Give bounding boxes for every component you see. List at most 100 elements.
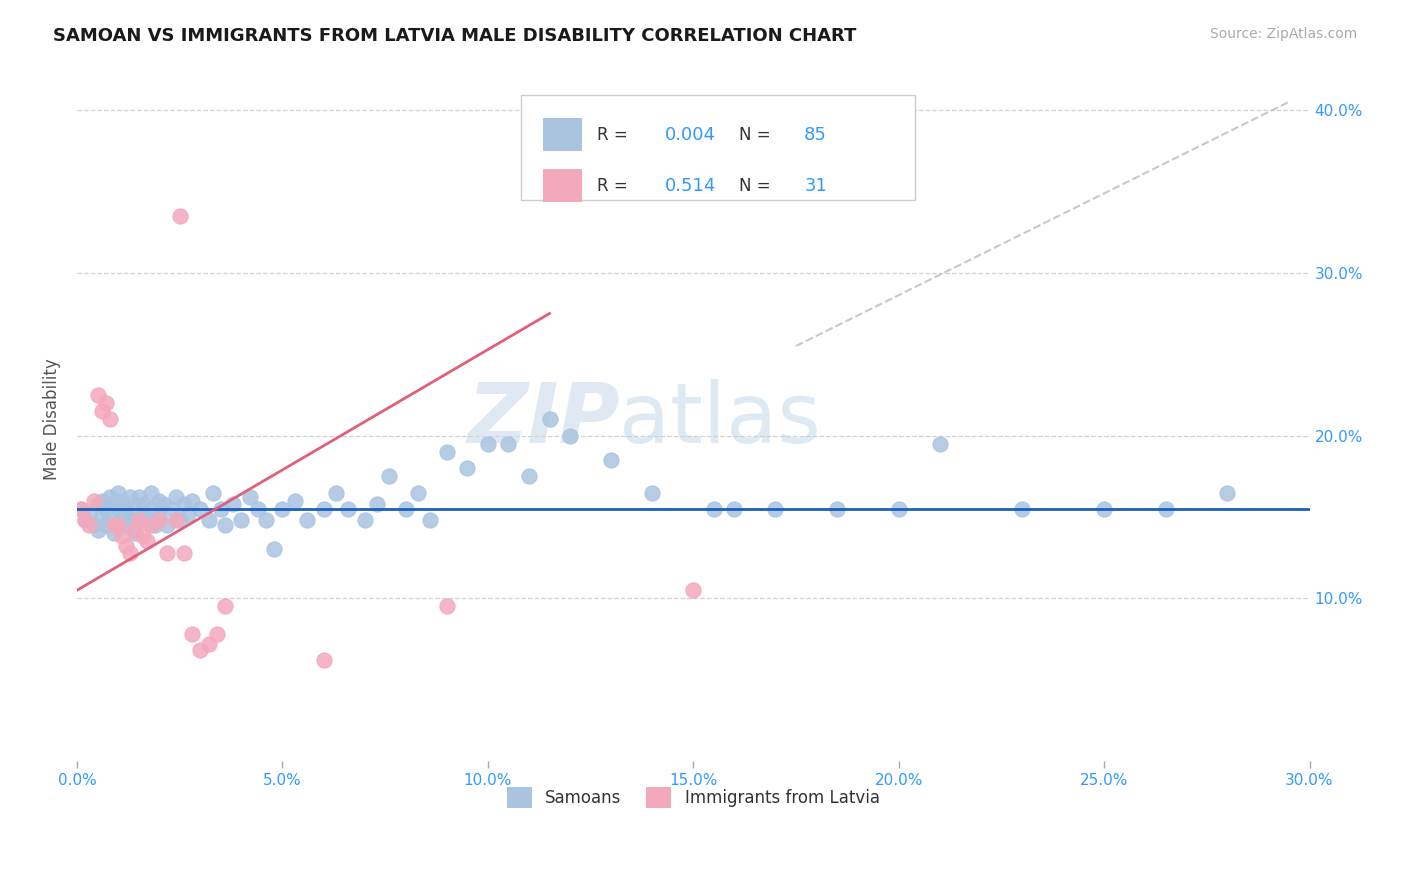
Y-axis label: Male Disability: Male Disability: [44, 359, 60, 480]
Point: [156, 518, 179, 533]
Point: [120, 491, 142, 505]
Point: [825, 501, 848, 516]
Point: [107, 501, 129, 516]
Point: [143, 518, 166, 533]
Point: [132, 507, 155, 521]
Point: [139, 485, 162, 500]
Point: [86, 497, 108, 511]
Point: [1092, 501, 1115, 516]
Point: [378, 469, 401, 483]
Text: ZIP: ZIP: [467, 379, 620, 459]
Point: [517, 469, 540, 483]
Point: [538, 412, 561, 426]
Point: [94, 396, 117, 410]
Point: [132, 497, 155, 511]
Point: [177, 507, 200, 521]
Point: [139, 501, 162, 516]
FancyBboxPatch shape: [520, 95, 915, 201]
Point: [107, 485, 129, 500]
Point: [70, 501, 93, 516]
Point: [128, 513, 150, 527]
Point: [231, 513, 253, 527]
Point: [83, 493, 105, 508]
Point: [173, 497, 195, 511]
Point: [214, 518, 236, 533]
Point: [197, 637, 219, 651]
Point: [115, 539, 138, 553]
Point: [107, 518, 129, 533]
Point: [86, 523, 108, 537]
Point: [353, 513, 375, 527]
Text: 31: 31: [804, 177, 827, 194]
Point: [79, 507, 101, 521]
Point: [325, 485, 347, 500]
Point: [75, 513, 97, 527]
Point: [214, 599, 236, 614]
Point: [436, 599, 458, 614]
Point: [152, 497, 174, 511]
Point: [337, 501, 360, 516]
Point: [160, 501, 183, 516]
Point: [70, 501, 93, 516]
Point: [90, 510, 112, 524]
Point: [148, 510, 170, 524]
Point: [132, 529, 155, 543]
Point: [86, 388, 108, 402]
Point: [128, 491, 150, 505]
Point: [124, 523, 146, 537]
Point: [703, 501, 725, 516]
Point: [254, 513, 277, 527]
Point: [94, 501, 117, 516]
Point: [165, 513, 187, 527]
Point: [98, 412, 121, 426]
Point: [205, 627, 228, 641]
Point: [107, 518, 129, 533]
Text: 0.004: 0.004: [665, 126, 716, 144]
Legend: Samoans, Immigrants from Latvia: Samoans, Immigrants from Latvia: [501, 780, 887, 814]
Point: [1011, 501, 1033, 516]
Point: [246, 501, 269, 516]
Point: [558, 428, 581, 442]
Point: [169, 209, 191, 223]
Point: [312, 501, 335, 516]
Text: N =: N =: [740, 126, 776, 144]
Point: [436, 445, 458, 459]
Point: [723, 501, 745, 516]
Point: [188, 501, 211, 516]
Point: [136, 534, 159, 549]
Point: [79, 518, 101, 533]
Point: [406, 485, 429, 500]
Point: [271, 501, 294, 516]
Point: [181, 627, 204, 641]
Point: [366, 497, 388, 511]
Point: [98, 491, 121, 505]
Point: [90, 493, 112, 508]
Text: 0.514: 0.514: [665, 177, 716, 194]
Point: [1154, 501, 1177, 516]
Point: [188, 643, 211, 657]
Point: [239, 491, 262, 505]
Point: [111, 529, 134, 543]
Text: R =: R =: [598, 126, 633, 144]
Point: [209, 501, 232, 516]
Text: N =: N =: [740, 177, 776, 194]
Point: [222, 497, 245, 511]
Point: [928, 436, 950, 450]
Point: [94, 518, 117, 533]
Point: [498, 436, 520, 450]
Point: [103, 518, 125, 533]
Point: [75, 513, 97, 527]
Point: [139, 518, 162, 533]
Point: [148, 513, 170, 527]
Point: [641, 485, 664, 500]
Point: [312, 653, 335, 667]
Point: [263, 542, 285, 557]
Point: [115, 501, 138, 516]
Point: [120, 513, 142, 527]
Point: [682, 583, 704, 598]
Point: [295, 513, 318, 527]
Point: [173, 546, 195, 560]
Point: [124, 501, 146, 516]
Point: [197, 513, 219, 527]
Point: [124, 526, 146, 541]
